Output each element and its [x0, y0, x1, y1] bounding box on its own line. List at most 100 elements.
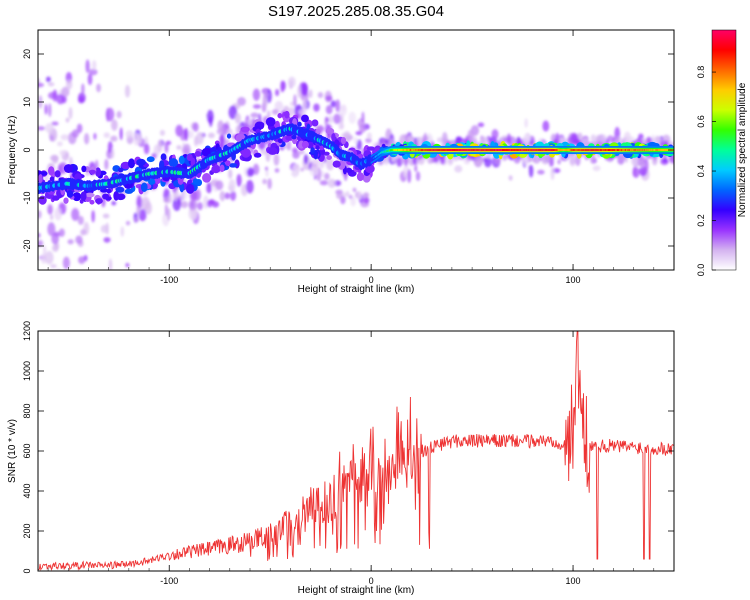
heatmap-cell	[486, 149, 489, 151]
heatmap-cell	[138, 208, 147, 222]
heatmap-cell	[554, 149, 556, 151]
heatmap-cell	[379, 160, 383, 165]
heatmap-cell	[275, 89, 280, 97]
heatmap-cell	[366, 146, 376, 151]
snr-y-tick-label: 1200	[22, 321, 32, 341]
heatmap-cell	[475, 149, 478, 151]
heatmap-cell	[188, 199, 198, 211]
heatmap-cell	[415, 149, 417, 151]
heatmap-cell	[643, 149, 645, 151]
heatmap-cell	[325, 116, 329, 121]
heatmap-cell	[387, 149, 390, 152]
heatmap-cell	[625, 149, 627, 151]
heatmap-cell	[646, 149, 648, 151]
heatmap-cell	[59, 149, 68, 156]
heatmap-cell	[575, 149, 577, 151]
heatmap-cell	[665, 149, 667, 151]
heatmap-cell	[474, 155, 484, 166]
heatmap-cell	[271, 109, 280, 115]
heatmap-cell	[579, 149, 582, 151]
spectrogram-x-tick-label: 0	[369, 275, 374, 285]
heatmap-cell	[471, 149, 473, 151]
heatmap-cell	[407, 169, 412, 184]
heatmap-cell	[569, 149, 571, 151]
heatmap-cell	[481, 149, 484, 151]
heatmap-cell	[370, 158, 373, 161]
heatmap-cell	[43, 245, 47, 256]
heatmap-cell	[663, 149, 665, 151]
heatmap-cell	[60, 134, 69, 141]
snr-y-tick-label: 200	[22, 523, 32, 538]
heatmap-cell	[441, 149, 443, 151]
spectrogram-y-tick-label: 10	[22, 97, 32, 107]
heatmap-cell	[607, 149, 610, 151]
heatmap-cell	[659, 149, 661, 151]
heatmap-cell	[483, 156, 492, 168]
snr-y-tick-label: 400	[22, 483, 32, 498]
heatmap-cell	[179, 182, 185, 193]
heatmap-cell	[71, 282, 77, 288]
heatmap-cell	[423, 149, 425, 151]
heatmap-cell	[396, 149, 399, 151]
heatmap-cell	[651, 149, 653, 151]
heatmap-cell	[136, 158, 146, 166]
heatmap-cell	[504, 149, 506, 151]
heatmap-cell	[47, 278, 52, 286]
heatmap-cell	[63, 279, 69, 291]
heatmap-cell	[537, 149, 539, 151]
heatmap-cell	[67, 306, 75, 310]
heatmap-cell	[508, 175, 513, 181]
heatmap-cell	[211, 165, 221, 174]
heatmap-cell	[310, 147, 315, 154]
heatmap-cell	[462, 149, 464, 151]
heatmap-cell	[76, 123, 83, 134]
heatmap-cell	[192, 178, 199, 185]
heatmap-cell	[395, 149, 398, 151]
heatmap-cell	[300, 167, 304, 172]
heatmap-cell	[611, 149, 613, 151]
heatmap-cell	[92, 300, 99, 309]
heatmap-cell	[619, 149, 621, 151]
heatmap-cell	[584, 149, 587, 151]
heatmap-cell	[115, 186, 125, 193]
heatmap-cell	[599, 134, 608, 144]
heatmap-cell	[576, 149, 578, 151]
heatmap-cell	[550, 149, 552, 151]
heatmap-cell	[376, 154, 379, 157]
heatmap-cell	[519, 149, 521, 151]
heatmap-cell	[88, 279, 91, 289]
heatmap-cell	[621, 149, 623, 151]
heatmap-cell	[186, 153, 193, 162]
heatmap-cell	[599, 149, 602, 151]
heatmap-cell	[120, 161, 131, 170]
heatmap-cell	[104, 158, 109, 170]
heatmap-cell	[497, 149, 500, 151]
heatmap-cell	[658, 149, 660, 151]
heatmap-cell	[119, 127, 123, 141]
heatmap-cell	[92, 60, 97, 71]
heatmap-cell	[65, 117, 70, 123]
heatmap-cell	[267, 147, 278, 155]
heatmap-cell	[217, 120, 224, 132]
heatmap-cell	[115, 193, 126, 201]
heatmap-cell	[341, 192, 348, 197]
heatmap-cell	[405, 149, 407, 151]
heatmap-cell	[52, 155, 59, 164]
heatmap-cell	[164, 203, 168, 216]
heatmap-cell	[389, 149, 392, 152]
heatmap-cell	[637, 149, 639, 151]
heatmap-cell	[429, 149, 431, 151]
heatmap-cell	[243, 166, 248, 177]
heatmap-cell	[92, 300, 97, 311]
heatmap-cell	[419, 149, 421, 151]
heatmap-cell	[669, 155, 674, 164]
heatmap-cell	[140, 182, 148, 192]
heatmap-cell	[319, 180, 329, 186]
heatmap-cell	[52, 244, 59, 252]
heatmap-cell	[50, 264, 57, 269]
heatmap-cell	[460, 149, 462, 151]
heatmap-cell	[228, 105, 238, 120]
heatmap-cell	[542, 149, 544, 151]
